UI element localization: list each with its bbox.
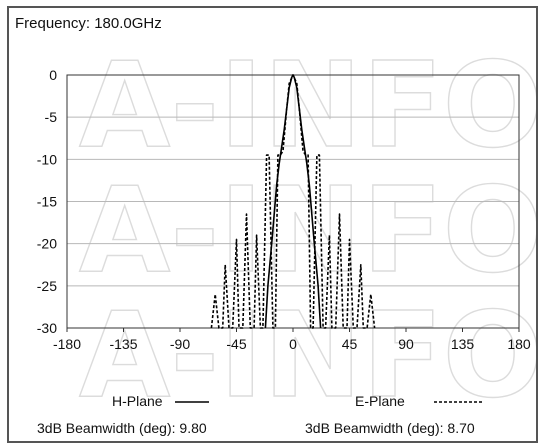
beam-pattern-plot: Frequency: 180.0GHz A-INFO A-INFO A-INFO… bbox=[15, 15, 536, 436]
x-tick-label: -45 bbox=[226, 336, 246, 352]
x-tick-label: -90 bbox=[170, 336, 190, 352]
legend-e-plane-label: E-Plane bbox=[355, 393, 405, 409]
series-layer bbox=[210, 74, 376, 329]
y-tick-label: -20 bbox=[37, 236, 57, 252]
e-plane-beamwidth: 3dB Beamwidth (deg): 8.70 bbox=[305, 420, 475, 436]
x-tick-label: -135 bbox=[109, 336, 137, 352]
y-axis-ticks: 0 -5 -10 -15 -20 -25 -30 bbox=[37, 67, 57, 336]
watermark-text-1: A-INFO bbox=[79, 36, 536, 174]
y-tick-label: -25 bbox=[37, 278, 57, 294]
chart-frame: Frequency: 180.0GHz A-INFO A-INFO A-INFO… bbox=[7, 6, 538, 443]
x-tick-label: 90 bbox=[398, 336, 414, 352]
y-tick-label: -5 bbox=[45, 109, 58, 125]
y-tick-label: -30 bbox=[37, 320, 57, 336]
y-tick-label: 0 bbox=[49, 67, 57, 83]
watermark: A-INFO A-INFO A-INFO bbox=[78, 35, 536, 424]
x-axis-ticks: -180 -135 -90 -45 0 45 90 135 180 bbox=[53, 328, 531, 352]
watermark-text-2: A-INFO bbox=[79, 161, 536, 299]
x-tick-label: 180 bbox=[507, 336, 531, 352]
legend-h-plane-label: H-Plane bbox=[112, 393, 163, 409]
x-tick-label: -180 bbox=[53, 336, 81, 352]
x-tick-label: 45 bbox=[342, 336, 358, 352]
h-plane-beamwidth: 3dB Beamwidth (deg): 9.80 bbox=[37, 420, 207, 436]
y-tick-label: -10 bbox=[37, 151, 57, 167]
legend: H-Plane E-Plane 3dB Beamwidth (deg): 9.8… bbox=[37, 393, 483, 436]
x-tick-label: 135 bbox=[451, 336, 475, 352]
series-e-plane-line bbox=[210, 74, 376, 329]
y-tick-label: -15 bbox=[37, 194, 57, 210]
x-tick-label: 0 bbox=[289, 336, 297, 352]
frequency-label: Frequency: 180.0GHz bbox=[15, 15, 162, 32]
